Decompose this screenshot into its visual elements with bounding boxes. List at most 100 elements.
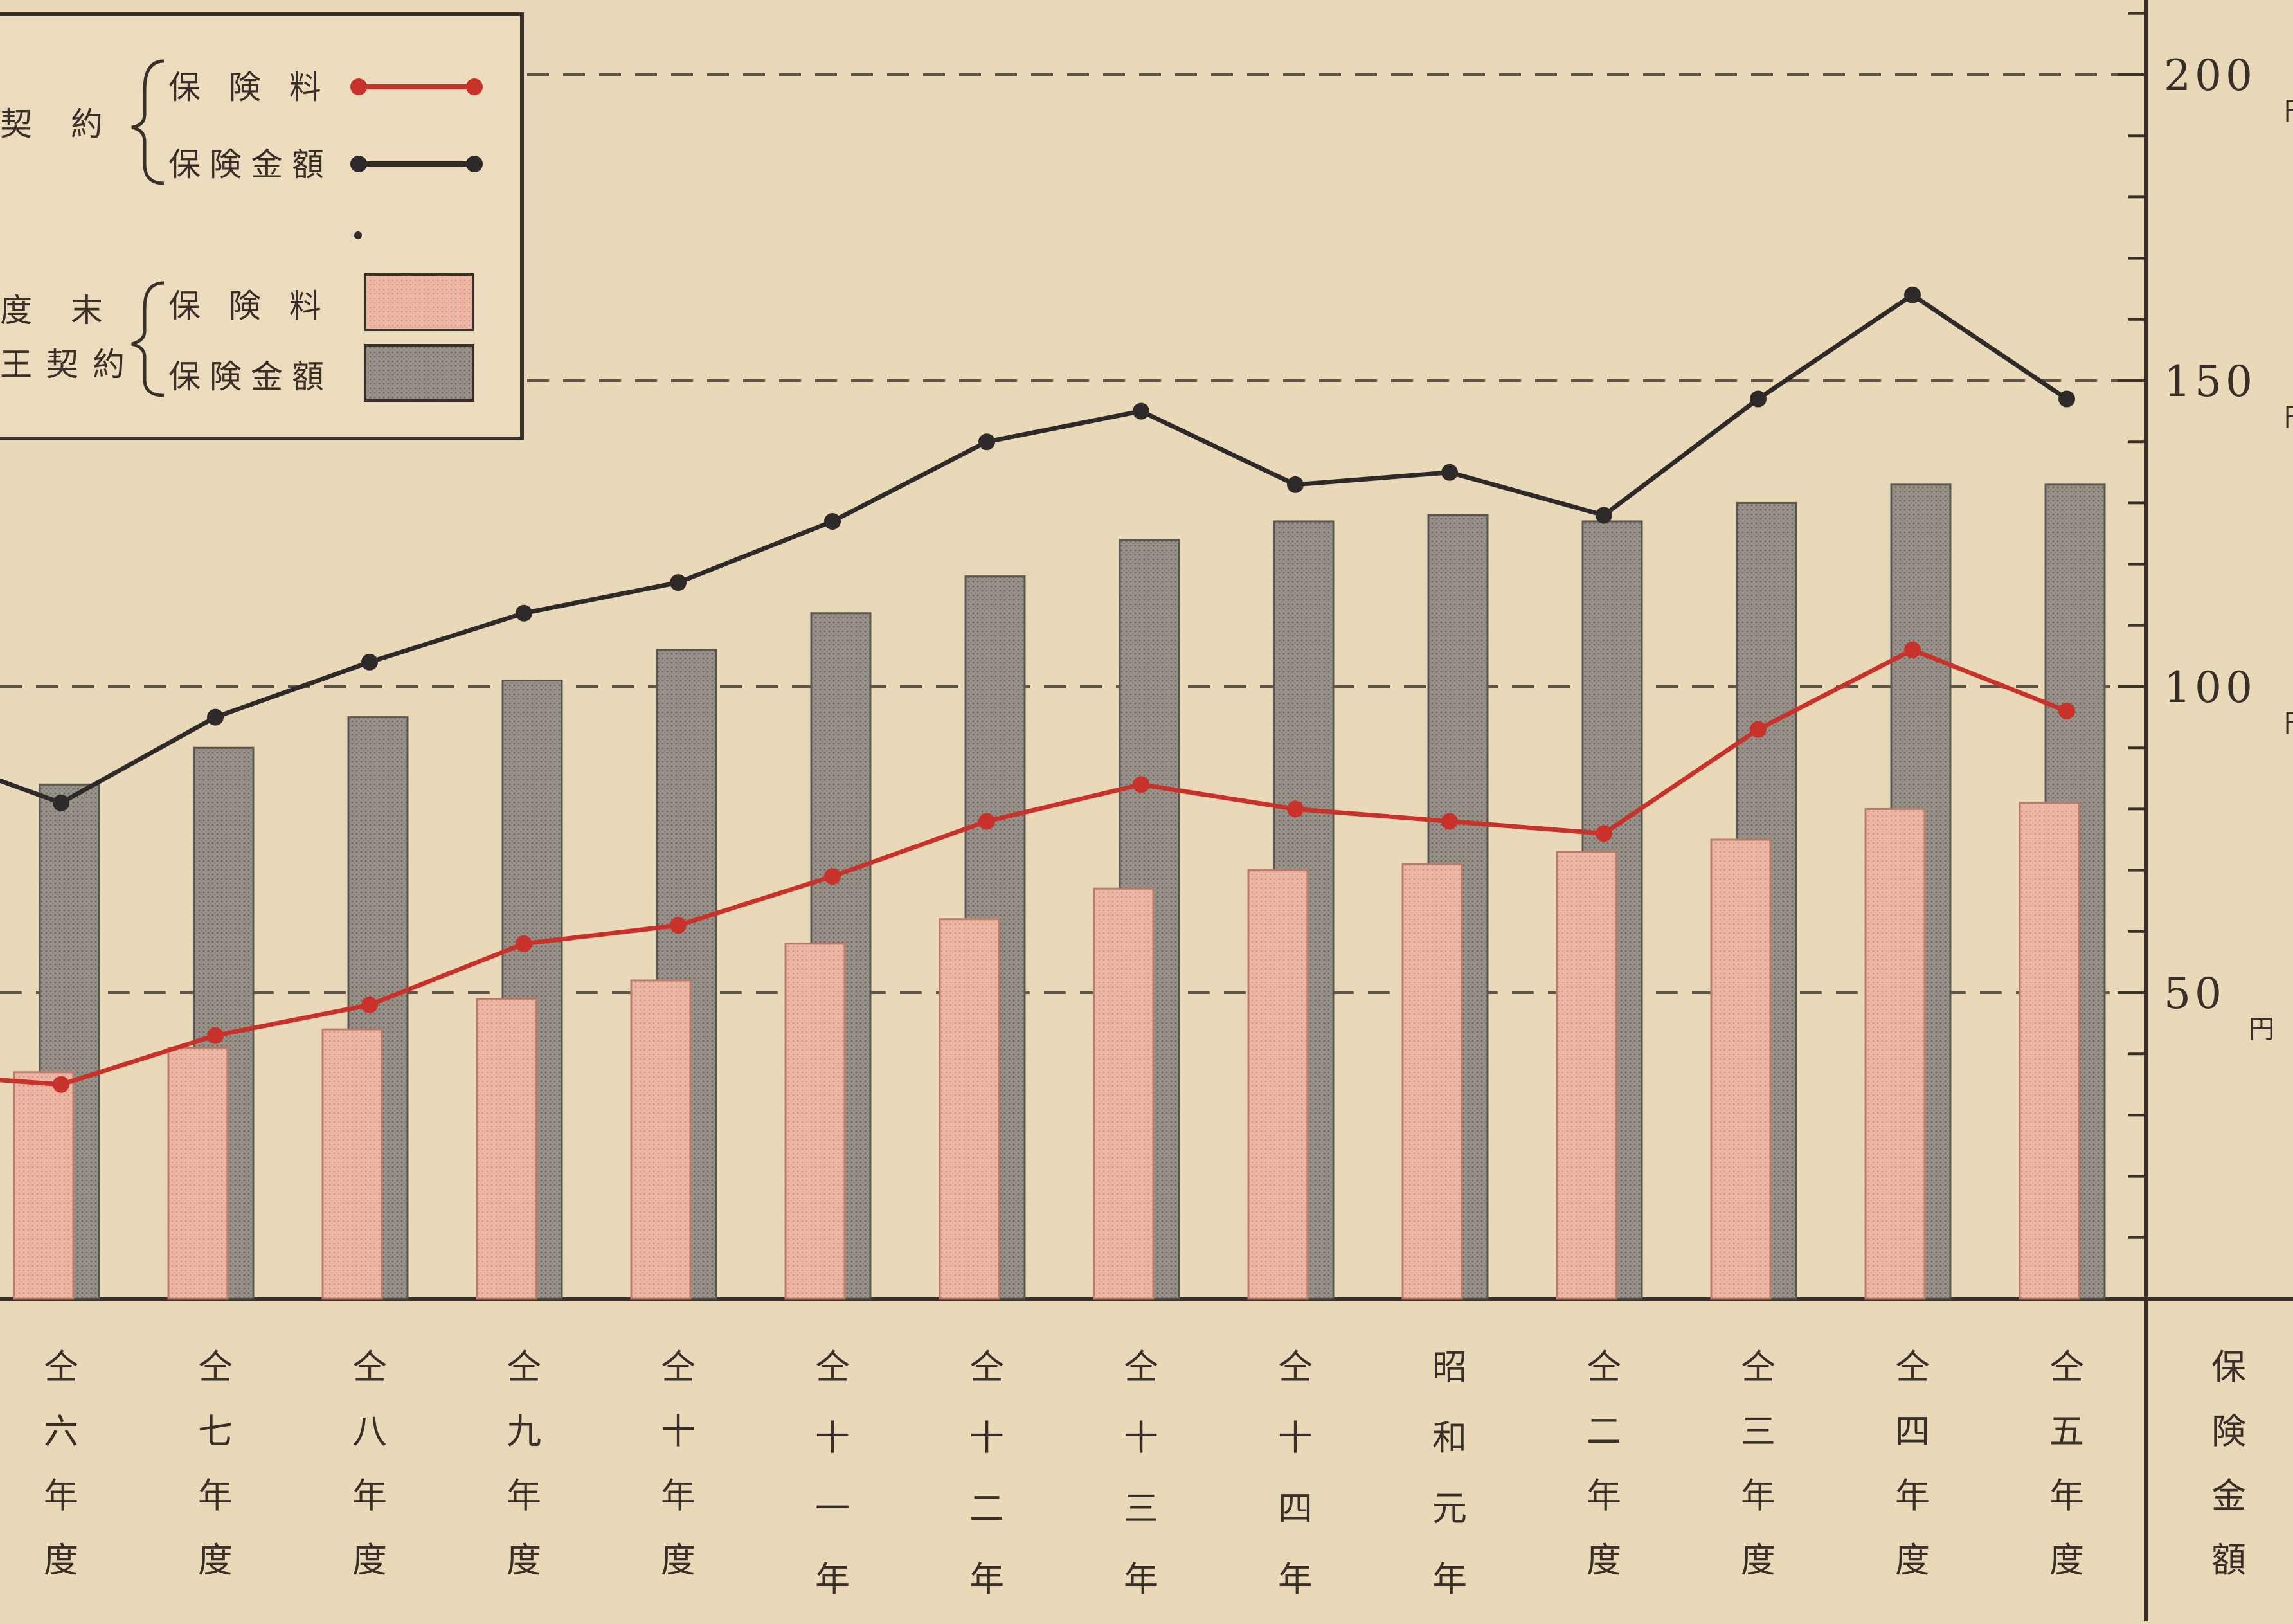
legend-dot-a-amount-line [350, 156, 367, 172]
category-label-1-3: 度 [198, 1540, 233, 1580]
point-premium-6 [978, 813, 995, 830]
bar-premium-1 [167, 1047, 229, 1300]
bar-premium-13 [2019, 802, 2080, 1300]
point-amount-2 [361, 653, 378, 671]
point-amount-4 [670, 574, 687, 591]
category-label-9-2: 元 [1432, 1488, 1467, 1529]
category-label-6-3: 年 [969, 1559, 1004, 1600]
point-premium-2 [361, 997, 378, 1014]
point-premium-11 [1750, 721, 1767, 738]
category-label-2-1: 八 [352, 1411, 387, 1452]
category-label-4-0: 仝 [661, 1347, 696, 1387]
category-label-13-1: 五 [2049, 1411, 2084, 1452]
bar-premium-10 [1556, 851, 1617, 1300]
y-axis-label-2: 金 [2211, 1475, 2246, 1516]
legend-label-premium-line: 保 険 料 [168, 69, 330, 106]
y-tick-label-150: 150 [2164, 357, 2256, 406]
legend-group-term-0: 度 末 [0, 292, 117, 329]
y-tick-label-50: 50 [2164, 969, 2226, 1018]
category-label-6-2: 二 [969, 1488, 1004, 1529]
category-label-5-0: 仝 [815, 1347, 850, 1387]
y-unit-label-50: 円 [2249, 1015, 2274, 1044]
category-label-0-0: 仝 [44, 1347, 78, 1387]
legend-dot-b-amount-line [466, 156, 483, 172]
category-label-11-1: 三 [1741, 1411, 1776, 1452]
point-amount-8 [1287, 476, 1304, 493]
category-label-1-0: 仝 [198, 1347, 233, 1387]
category-label-9-3: 年 [1432, 1559, 1467, 1600]
point-amount-1 [207, 708, 224, 726]
category-label-3-3: 度 [507, 1540, 541, 1580]
category-label-11-0: 仝 [1741, 1347, 1776, 1387]
category-label-10-3: 度 [1587, 1540, 1621, 1580]
bar-premium-11 [1710, 838, 1772, 1300]
legend-group-term-1: 王契約 [0, 346, 139, 383]
legend-dot-a-premium-line [350, 78, 367, 95]
category-label-11-3: 度 [1741, 1540, 1776, 1580]
point-amount-3 [516, 604, 532, 622]
category-label-5-2: 一 [815, 1488, 850, 1529]
point-premium-7 [1133, 776, 1149, 793]
point-premium-8 [1287, 800, 1304, 818]
category-label-5-3: 年 [815, 1559, 850, 1600]
point-premium-10 [1596, 825, 1612, 842]
point-amount-9 [1441, 464, 1458, 481]
legend-dot-b-premium-line [466, 78, 483, 95]
category-label-6-0: 仝 [969, 1347, 1004, 1387]
category-label-12-3: 度 [1895, 1540, 1930, 1580]
legend-label-premium-bar: 保 険 料 [168, 287, 330, 325]
bar-premium-12 [1864, 807, 1926, 1300]
y-unit-label-150: 円 [2284, 402, 2293, 432]
legend-brace-2 [131, 281, 165, 397]
category-label-10-1: 二 [1587, 1411, 1621, 1452]
legend-group-contract: 契 約 [0, 105, 117, 143]
legend-stray-dot [354, 231, 362, 239]
category-label-12-2: 年 [1895, 1475, 1930, 1516]
legend-brace-1 [131, 59, 165, 185]
category-label-13-3: 度 [2049, 1540, 2084, 1580]
bar-premium-4 [630, 979, 692, 1300]
y-axis-label-1: 険 [2211, 1411, 2246, 1452]
category-label-7-2: 三 [1124, 1488, 1158, 1529]
point-premium-0 [53, 1076, 69, 1093]
category-label-6-1: 十 [969, 1418, 1004, 1458]
point-amount-6 [978, 433, 995, 451]
category-label-13-2: 年 [2049, 1475, 2084, 1516]
category-label-5-1: 十 [815, 1418, 850, 1458]
category-label-7-3: 年 [1124, 1559, 1158, 1600]
category-label-8-3: 年 [1278, 1559, 1313, 1600]
category-label-0-2: 年 [44, 1475, 78, 1516]
y-unit-label-100: 円 [2284, 708, 2293, 738]
category-label-11-2: 年 [1741, 1475, 1776, 1516]
bar-premium-0 [13, 1071, 75, 1300]
category-label-13-0: 仝 [2049, 1347, 2084, 1387]
category-label-10-0: 仝 [1587, 1347, 1621, 1387]
point-premium-9 [1441, 813, 1458, 830]
y-axis-label-0: 保 [2211, 1347, 2246, 1387]
point-amount-12 [1904, 286, 1921, 303]
category-label-8-1: 十 [1278, 1418, 1313, 1458]
bar-premium-7 [1093, 887, 1155, 1300]
category-label-4-2: 年 [661, 1475, 696, 1516]
category-label-3-2: 年 [507, 1475, 541, 1516]
point-amount-7 [1133, 402, 1149, 420]
legend-swatch-premium-bar [364, 273, 474, 331]
legend-swatch-amount-bar [364, 344, 474, 402]
category-label-1-1: 七 [198, 1411, 233, 1452]
bar-premium-8 [1247, 869, 1309, 1300]
legend-label-amount-bar: 保険金額 [168, 358, 333, 395]
point-amount-11 [1750, 390, 1767, 408]
category-label-8-2: 四 [1278, 1488, 1313, 1529]
category-label-0-1: 六 [44, 1411, 78, 1452]
category-label-10-2: 年 [1587, 1475, 1621, 1516]
point-amount-13 [2058, 390, 2075, 408]
y-tick-label-200: 200 [2164, 51, 2256, 100]
category-label-2-2: 年 [352, 1475, 387, 1516]
category-label-4-3: 度 [661, 1540, 696, 1580]
point-amount-0 [53, 794, 69, 811]
point-premium-3 [516, 935, 532, 952]
category-label-12-1: 四 [1895, 1411, 1930, 1452]
category-label-3-0: 仝 [507, 1347, 541, 1387]
category-label-12-0: 仝 [1895, 1347, 1930, 1387]
